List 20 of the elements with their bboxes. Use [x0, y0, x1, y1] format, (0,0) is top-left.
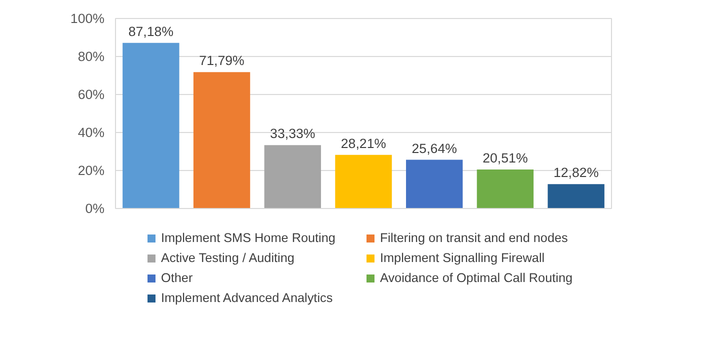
legend-label: Active Testing / Auditing — [161, 250, 296, 266]
data-label: 28,21% — [340, 136, 386, 151]
legend-label: Implement SMS Home Routing — [161, 230, 336, 246]
y-tick-label: 0% — [85, 201, 105, 216]
data-label: 71,79% — [199, 53, 245, 68]
data-label: 25,64% — [412, 140, 458, 156]
legend-label: Filtering on transit and end nodes — [380, 230, 569, 246]
data-label: 33,33% — [270, 126, 316, 142]
data-label: 20,51% — [482, 150, 528, 166]
legend-label: Other — [161, 270, 194, 286]
legend-label: Implement Signalling Firewall — [380, 250, 546, 266]
y-tick-label: 60% — [78, 87, 105, 102]
legend-label: Avoidance of Optimal Call Routing — [380, 270, 574, 286]
y-tick-label: 20% — [78, 163, 105, 178]
y-tick-label: 100% — [70, 11, 105, 26]
y-tick-label: 80% — [78, 49, 105, 64]
data-label: 87,18% — [128, 24, 174, 39]
data-label: 12,82% — [553, 165, 599, 180]
y-tick-label: 40% — [78, 125, 105, 140]
legend-label: Implement Advanced Analytics — [161, 290, 334, 306]
